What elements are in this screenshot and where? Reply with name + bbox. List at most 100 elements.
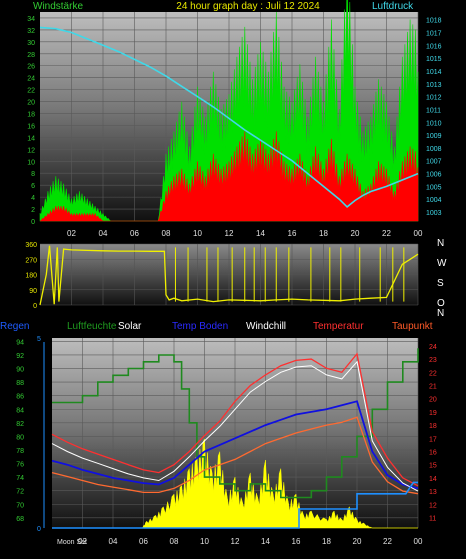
temperature-tick-label: 17 <box>429 436 437 443</box>
humidity-axis-ticks: 68 70 72 74 76 78 80 82 84 86 88 90 92 94 <box>16 339 24 522</box>
wind-tick-label: 6 <box>31 183 35 190</box>
pressure-tick-label: 1016 <box>426 43 442 50</box>
legend-item: Temperatur <box>313 321 364 332</box>
time-tick-label: 08 <box>170 537 179 546</box>
temperature-tick-label: 16 <box>429 449 437 456</box>
compass-label: S <box>437 278 444 289</box>
pressure-tick-label: 1012 <box>426 95 442 102</box>
windchill-series <box>51 360 419 492</box>
time-tick-label: 08 <box>162 229 171 238</box>
time-tick-label: 16 <box>288 229 297 238</box>
direction-panel-series <box>39 245 419 306</box>
temperature-tick-label: 14 <box>429 476 437 483</box>
dewpoint-series <box>51 416 419 495</box>
legend-item: Luftfeuchte <box>67 321 117 332</box>
temperature-tick-label: 19 <box>429 410 437 417</box>
temperature-tick-label: 15 <box>429 463 437 470</box>
time-tick-label: 02 <box>78 537 87 546</box>
wind-tick-label: 30 <box>27 40 35 47</box>
pressure-tick-label: 1014 <box>426 69 442 76</box>
humidity-tick-label: 74 <box>16 475 24 482</box>
direction-tick-label: 360 <box>25 242 37 249</box>
temperature-tick-label: 12 <box>429 502 437 509</box>
wind-tick-label: 24 <box>27 76 35 83</box>
humidity-tick-label: 72 <box>16 489 24 496</box>
wind-tick-label: 10 <box>27 159 35 166</box>
legend-item: Temp Boden <box>172 321 228 332</box>
time-tick-label: 10 <box>193 229 202 238</box>
time-tick-label: 16 <box>292 537 301 546</box>
time-tick-label: 14 <box>261 537 270 546</box>
time-tick-label: 20 <box>353 537 362 546</box>
pressure-axis-title: Luftdruck <box>372 1 414 12</box>
humidity-series <box>52 348 419 499</box>
humidity-tick-label: 80 <box>16 434 24 441</box>
humidity-tick-label: 90 <box>16 367 24 374</box>
direction-tick-label: 0 <box>33 303 37 310</box>
wind-tick-label: 4 <box>31 195 35 202</box>
time-tick-label: 12 <box>225 229 234 238</box>
wind-average-series <box>39 131 419 222</box>
pressure-tick-label: 1005 <box>426 184 442 191</box>
pressure-tick-label: 1011 <box>426 107 441 114</box>
time-tick-label: 22 <box>382 229 391 238</box>
time-tick-label: 06 <box>139 537 148 546</box>
wind-direction-series <box>39 245 419 306</box>
time-tick-label: 02 <box>67 229 76 238</box>
temperature-tick-label: 18 <box>429 423 437 430</box>
direction-tick-label: 90 <box>29 288 37 295</box>
temperature-tick-label: 13 <box>429 489 437 496</box>
time-tick-label: 04 <box>99 229 108 238</box>
direction-tick-label: 180 <box>25 273 37 280</box>
wind-tick-label: 16 <box>27 123 35 130</box>
pressure-tick-label: 1013 <box>426 82 442 89</box>
compass-label: W <box>437 258 447 269</box>
time-tick-label: 18 <box>322 537 331 546</box>
wind-tick-label: 12 <box>27 147 35 154</box>
direction-panel-grid <box>40 243 419 306</box>
humidity-tick-label: 88 <box>16 380 24 387</box>
time-tick-label: 18 <box>319 229 328 238</box>
rain-tick-label: 0 <box>37 526 41 533</box>
time-tick-label: 00 <box>414 537 423 546</box>
direction-tick-label: 270 <box>25 257 37 264</box>
humidity-tick-label: 86 <box>16 394 24 401</box>
wind-tick-label: 20 <box>27 100 35 107</box>
rain-series <box>52 481 418 529</box>
rain-tick-label: 5 <box>37 336 41 343</box>
legend-item: Regen <box>0 321 29 332</box>
legend-item: Windchill <box>246 321 286 332</box>
pressure-tick-label: 1015 <box>426 56 442 63</box>
legend-item: Taupunkt <box>392 321 433 332</box>
wind-gust-series <box>39 0 419 222</box>
pressure-tick-label: 1010 <box>426 120 442 127</box>
pressure-tick-label: 1017 <box>426 31 442 38</box>
humidity-tick-label: 70 <box>16 502 24 509</box>
temperature-tick-label: 20 <box>429 397 437 404</box>
time-tick-label: 04 <box>109 537 118 546</box>
pressure-tick-label: 1008 <box>426 146 442 153</box>
pressure-series <box>39 26 419 208</box>
temperature-axis-ticks: 11 12 13 14 15 16 17 18 19 20 21 22 23 24 <box>429 344 437 523</box>
humidity-tick-label: 68 <box>16 516 24 523</box>
time-tick-label: 12 <box>231 537 240 546</box>
temperature-tick-label: 22 <box>429 370 437 377</box>
time-tick-label: 00 <box>414 229 423 238</box>
wind-tick-label: 0 <box>31 219 35 226</box>
humidity-tick-label: 78 <box>16 448 24 455</box>
direction-axis-ticks: 0 90 180 270 360 <box>25 242 37 310</box>
pressure-tick-label: 1006 <box>426 172 442 179</box>
temperature-tick-label: 24 <box>429 344 437 351</box>
humidity-tick-label: 94 <box>16 339 24 346</box>
legend-item: Solar <box>118 321 142 332</box>
time-tick-label: 20 <box>351 229 360 238</box>
wind-tick-label: 18 <box>27 112 35 119</box>
compass-label: N <box>437 308 444 319</box>
wind-tick-label: 8 <box>31 171 35 178</box>
temperature-panel-series <box>51 348 419 529</box>
pressure-tick-label: 1003 <box>426 210 442 217</box>
